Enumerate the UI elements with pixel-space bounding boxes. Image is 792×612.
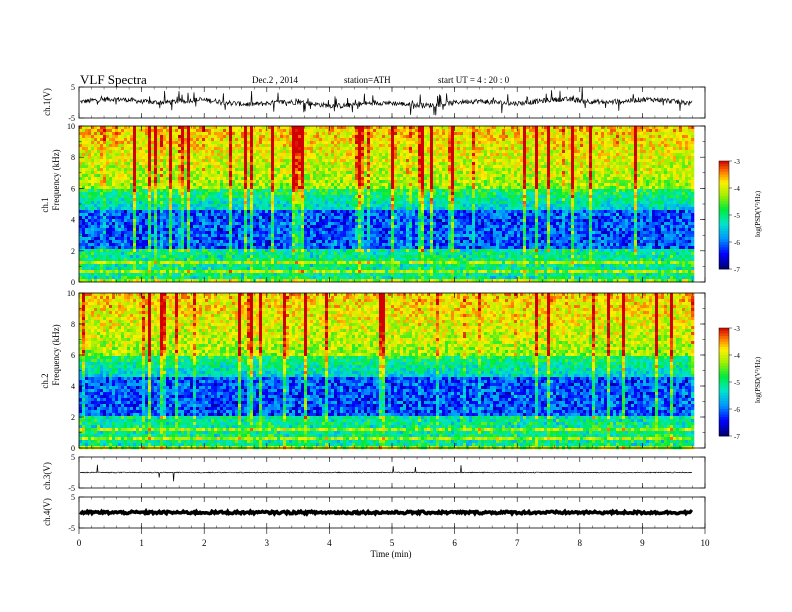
x-axis-label: Time (min) <box>371 549 412 559</box>
ch2-spectrogram-panel: -3 -4 -5 -6 -7 0 2 4 6 8 10 <box>67 289 740 453</box>
ch3-waveform-ylabel: ch.3(V) <box>42 462 52 490</box>
ch3-waveform-trace <box>80 464 693 482</box>
ch3-waveform-panel: 5 -5 <box>68 453 706 493</box>
ch2-channel-label: ch.2 <box>40 373 50 388</box>
y-tick-label: 10 <box>67 289 75 298</box>
x-tick-label: 9 <box>640 538 645 548</box>
y-tick-label: 2 <box>71 413 75 422</box>
ch1-spectrogram-colorbar: -3 -4 -5 -6 -7 <box>718 158 740 274</box>
colorbar-tick-label: -4 <box>734 185 740 193</box>
x-tick-label: 1 <box>139 538 144 548</box>
ch1-spectrogram-image <box>79 126 695 283</box>
ch1-frequency-ylabel: Frequency (kHz) <box>51 149 61 210</box>
ch4-waveform-ylabel: ch.4(V) <box>42 498 52 526</box>
start-time-label: start UT = 4 : 20 : 0 <box>438 75 510 85</box>
colorbar-tick-label: -7 <box>734 266 740 274</box>
y-tick-label: 2 <box>71 247 75 256</box>
y-tick-label: 0 <box>71 444 75 453</box>
ch2-spectrogram-colorbar: -3 -4 -5 -6 -7 <box>718 325 740 441</box>
ch4-waveform-trace <box>79 507 694 517</box>
y-tick-label: 5 <box>71 453 75 462</box>
station-label: station=ATH <box>344 75 391 85</box>
x-tick-label: 6 <box>452 538 457 548</box>
x-tick-label: 0 <box>77 538 82 548</box>
y-tick-label: 5 <box>71 83 75 92</box>
colorbar-tick-label: -6 <box>734 239 740 247</box>
ch1-waveform-trace <box>79 87 693 116</box>
x-tick-label: 10 <box>701 538 711 548</box>
x-tick-label: 4 <box>327 538 332 548</box>
y-tick-label: 0 <box>71 278 75 287</box>
colorbar-tick-label: -7 <box>734 433 740 441</box>
ch1-channel-label: ch.1 <box>40 197 50 212</box>
y-tick-label: -5 <box>68 484 75 493</box>
colorbar-tick-label: -5 <box>734 379 740 387</box>
y-tick-label: 8 <box>71 320 75 329</box>
y-tick-label: 8 <box>71 153 75 162</box>
colorbar-tick-label: -3 <box>734 325 740 333</box>
ch2-frequency-ylabel: Frequency (kHz) <box>51 324 61 385</box>
ch1-waveform-ylabel: ch.1(V) <box>42 88 52 116</box>
ch2-spectrogram-image <box>79 293 695 450</box>
x-tick-label: 5 <box>390 538 395 548</box>
colorbar-1-label: log(PSD(V²/Hz) <box>754 190 762 237</box>
x-tick-label: 3 <box>265 538 270 548</box>
colorbar-tick-label: -3 <box>734 158 740 166</box>
x-tick-label: 8 <box>578 538 583 548</box>
colorbar-2-label: log(PSD(V²/Hz) <box>754 356 762 403</box>
date-label: Dec.2 , 2014 <box>252 75 298 85</box>
y-tick-label: 4 <box>71 216 75 225</box>
y-tick-label: 6 <box>71 351 75 360</box>
ch1-waveform-panel: 5 -5 <box>68 83 706 123</box>
x-tick-label: 7 <box>515 538 520 548</box>
y-tick-label: -5 <box>68 524 75 533</box>
figure-title: VLF Spectra <box>80 72 147 87</box>
x-tick-label: 2 <box>202 538 207 548</box>
y-tick-label: -5 <box>68 114 75 123</box>
y-tick-label: 5 <box>71 493 75 502</box>
colorbar-tick-label: -5 <box>734 212 740 220</box>
ch1-spectrogram-panel: -3 -4 -5 -6 -7 0 2 4 6 8 10 <box>67 122 740 287</box>
y-tick-label: 4 <box>71 382 75 391</box>
colorbar-tick-label: -6 <box>734 406 740 414</box>
y-tick-label: 6 <box>71 184 75 193</box>
y-tick-label: 10 <box>67 122 75 131</box>
colorbar-tick-label: -4 <box>734 352 740 360</box>
ch4-waveform-panel: 5 -5 <box>68 493 706 533</box>
